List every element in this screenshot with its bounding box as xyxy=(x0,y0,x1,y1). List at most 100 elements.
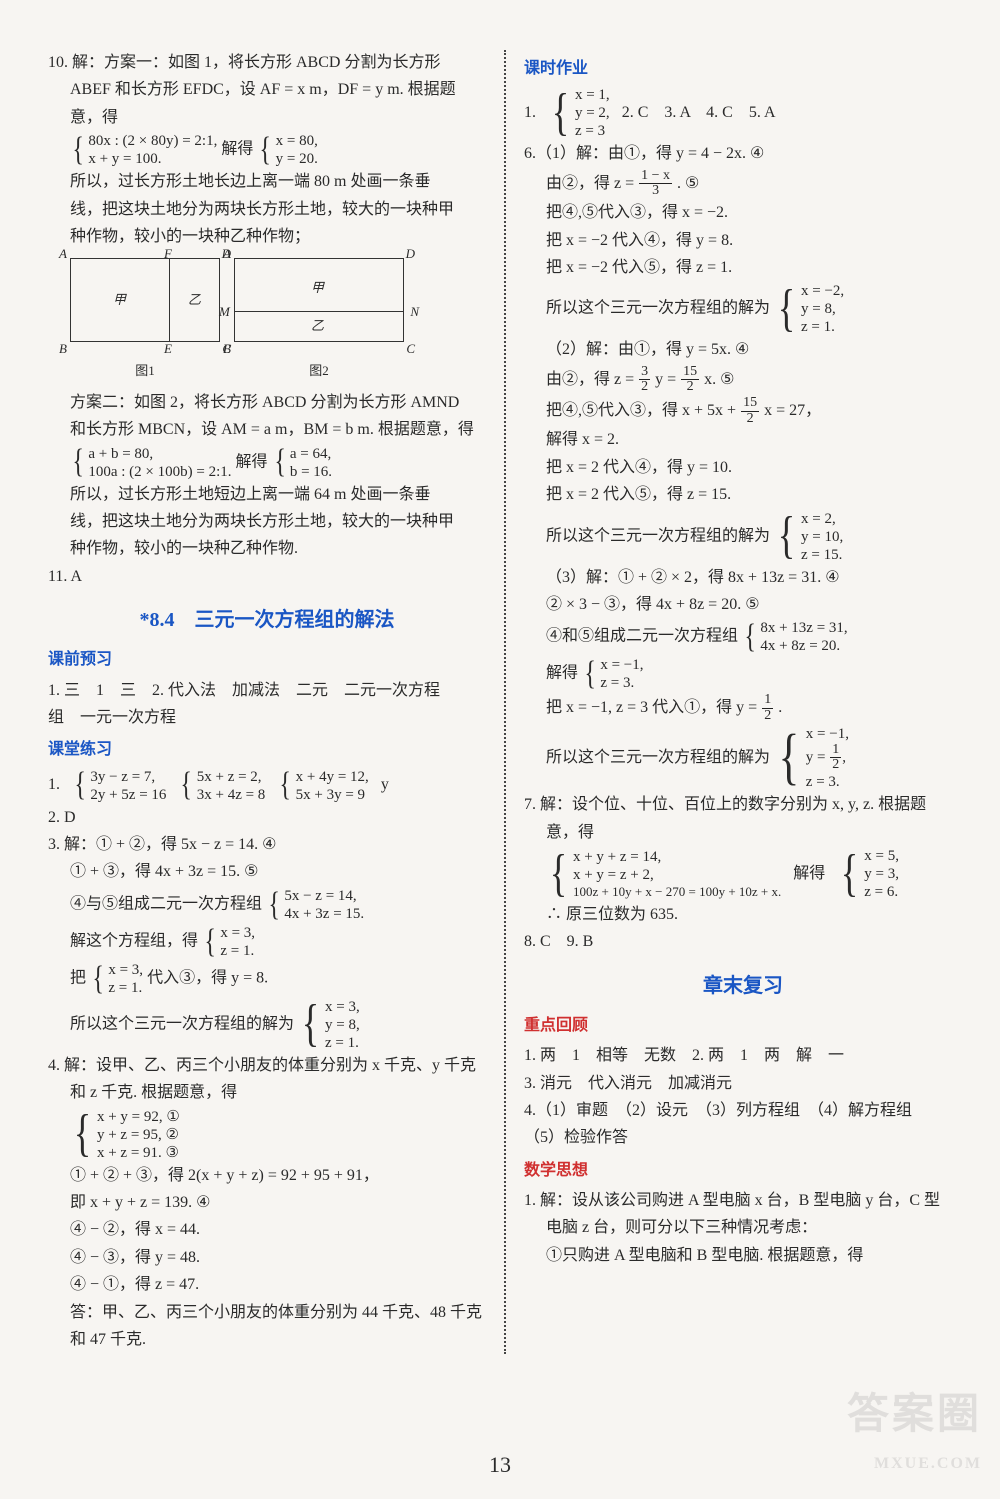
page-body: 10. 解：方案一：如图 1，将长方形 ABCD 分割为长方形 ABEF 和长方… xyxy=(48,50,962,1354)
c3-l5b: 代入③，得 y = 8. xyxy=(147,970,268,987)
q8-9: 8. C 9. B xyxy=(524,929,962,955)
c4-sys: {x + y = 92, ①y + z = 95, ②x + z = 91. ③ xyxy=(48,1108,486,1162)
q1b: y = 2, xyxy=(575,104,610,122)
q6ba: x = 2, xyxy=(801,510,843,528)
fig2-B: B xyxy=(223,338,231,359)
q6-1-l4: 把 x = −2 代入④，得 y = 8. xyxy=(524,228,962,254)
q7-l2: 意，得 xyxy=(524,820,962,846)
c3ab: y = 8, xyxy=(325,1016,360,1034)
f2n: 15 xyxy=(681,365,699,381)
q63sb: 4x + 8z = 20. xyxy=(760,637,847,655)
fig2-M: M xyxy=(219,301,230,322)
q62l2a: 由②，得 z = xyxy=(546,371,638,388)
q6ab: y = 8, xyxy=(801,300,844,318)
c3-l5: 把 {x = 3,z = 1. 代入③，得 y = 8. xyxy=(48,961,486,997)
q6cc: z = 3. xyxy=(806,773,849,791)
q6cbd: 2 xyxy=(830,758,841,773)
q6-3-l6: 所以这个三元一次方程组的解为 { x = −1, y = 12, z = 3. xyxy=(524,725,962,791)
q6fn: 1 − x xyxy=(639,169,672,185)
q6-1-l2: 由②，得 z = 1 − x3 . ⑤ xyxy=(524,169,962,199)
sol1a: x = 80, xyxy=(276,132,318,150)
q6l2b: . ⑤ xyxy=(677,175,699,192)
q6-2-l4: 解得 x = 2. xyxy=(524,427,962,453)
q7-ans: ∴ 原三位数为 635. xyxy=(524,902,962,928)
class-heading: 课堂练习 xyxy=(48,737,486,763)
c1: 1. {3y − z = 7,2y + 5z = 16 {5x + z = 2,… xyxy=(48,768,486,804)
q7rc: z = 6. xyxy=(864,883,899,901)
q10-m1: 方案二：如图 2，将长方形 ABCD 分割为长方形 AMND xyxy=(48,390,486,416)
c4-p1: ① + ② + ③，得 2(x + y + z) = 92 + 95 + 91， xyxy=(48,1163,486,1189)
c3sb: 4x + 3z = 15. xyxy=(284,905,364,923)
ms3: ①只购进 A 型电脑和 B 型电脑. 根据题意，得 xyxy=(524,1243,962,1269)
q62l3a: 把④,⑤代入③，得 x + 5x + xyxy=(546,402,740,419)
q63l5b: . xyxy=(778,699,782,716)
q6-1-head: 6.（1）解：由①，得 y = 4 − 2x. ④ xyxy=(524,141,962,167)
c4-head: 4. 解：设甲、乙、丙三个小朋友的体重分别为 x 千克、y 千克 xyxy=(48,1053,486,1079)
c4sa: x + y = 92, ① xyxy=(97,1108,180,1126)
q6-2-l7: 所以这个三元一次方程组的解为 {x = 2,y = 10,z = 15. xyxy=(524,510,962,564)
fig2-A: A xyxy=(223,243,231,264)
q63ra: x = −1, xyxy=(600,656,643,674)
homework-heading: 课时作业 xyxy=(524,56,962,82)
q6-3-l3: ④和⑤组成二元一次方程组 {8x + 13z = 31,4x + 8z = 20… xyxy=(524,619,962,655)
c3-l3a: ④与⑤组成二元一次方程组 xyxy=(70,896,262,913)
q63l4t: 解得 xyxy=(546,665,578,682)
fig1-E: E xyxy=(164,338,172,359)
c3-l4: 解这个方程组，得 {x = 3,z = 1. xyxy=(48,924,486,960)
sol2a: a = 64, xyxy=(290,445,332,463)
fig2-D: D xyxy=(406,243,415,264)
q63l6t: 所以这个三元一次方程组的解为 xyxy=(546,749,770,766)
c2: 2. D xyxy=(48,805,486,831)
q63sa: 8x + 13z = 31, xyxy=(760,619,847,637)
sys1b: x + y = 100. xyxy=(88,150,217,168)
c1s1b: 2y + 5z = 16 xyxy=(90,786,166,804)
sol1b: y = 20. xyxy=(276,150,318,168)
right-column: 课时作业 1. {x = 1,y = 2,z = 3 2. C 3. A 4. … xyxy=(524,50,962,1354)
q6l2a: 由②，得 z = xyxy=(546,175,638,192)
q6bc: z = 15. xyxy=(801,546,843,564)
fig2-caption: 图2 xyxy=(234,360,404,381)
q6-2-l3: 把④,⑤代入③，得 x + 5x + 152 x = 27， xyxy=(524,396,962,426)
q10-p6: 种作物，较小的一块种乙种作物. xyxy=(48,536,486,562)
page-number: 13 xyxy=(489,1447,511,1483)
c1s3b: 5x + 3y = 9 xyxy=(296,786,369,804)
q10-m2: 和长方形 MBCN，设 AM = a m，BM = b m. 根据题意，得 xyxy=(48,417,486,443)
c1-end: y xyxy=(381,772,389,798)
c3ac: z = 1. xyxy=(325,1034,360,1052)
q6cbb: , xyxy=(842,749,846,765)
figure-2: 甲 乙 A D M N B C 图2 xyxy=(234,258,404,381)
q6bb: y = 10, xyxy=(801,528,843,546)
kp3: 4.（1）审题 （2）设元 （3）列方程组 （4）解方程组 xyxy=(524,1098,962,1124)
review-title: 章末复习 xyxy=(524,970,962,1003)
c3-l6: 所以这个三元一次方程组的解为 {x = 3,y = 8,z = 1. xyxy=(48,998,486,1052)
q7jie: 解得 xyxy=(793,861,825,887)
q6ca: x = −1, xyxy=(806,725,849,743)
fig2-yi: 乙 xyxy=(311,315,324,336)
q11: 11. A xyxy=(48,564,486,590)
q1-n: 1. xyxy=(524,100,536,126)
c3rb: z = 1. xyxy=(220,942,255,960)
fig2-N: N xyxy=(410,301,419,322)
c3ra: x = 3, xyxy=(220,924,255,942)
c1s2b: 3x + 4z = 8 xyxy=(197,786,266,804)
sys2b: 100a : (2 × 100b) = 2:1. xyxy=(88,463,231,481)
q6-3-l4: 解得 {x = −1,z = 3. xyxy=(524,656,962,692)
q10-sys1: {80x : (2 × 80y) = 2:1,x + y = 100. 解得 {… xyxy=(48,132,486,168)
c4-p5: ④ − ①，得 z = 47. xyxy=(48,1272,486,1298)
q7rb: y = 3, xyxy=(864,865,899,883)
fig1-jia: 甲 xyxy=(113,289,126,310)
f3n: 15 xyxy=(741,396,759,412)
c4-p2: 即 x + y + z = 139. ④ xyxy=(48,1190,486,1216)
c4-p4: ④ − ③，得 y = 48. xyxy=(48,1245,486,1271)
c3-l6t: 所以这个三元一次方程组的解为 xyxy=(70,1016,294,1033)
r-q1: 1. {x = 1,y = 2,z = 3 2. C 3. A 4. C 5. … xyxy=(524,86,962,140)
mathsixiang-heading: 数学思想 xyxy=(524,1158,962,1184)
f1n: 3 xyxy=(639,365,650,381)
q63l3t: ④和⑤组成二元一次方程组 xyxy=(546,628,738,645)
keypoints-heading: 重点回顾 xyxy=(524,1013,962,1039)
q10-p1: 所以，过长方形土地长边上离一端 80 m 处画一条垂 xyxy=(48,169,486,195)
q62l3b: x = 27， xyxy=(764,402,821,419)
fig1-A: A xyxy=(59,243,67,264)
q10-l2: ABEF 和长方形 EFDC，设 AF = x m，DF = y m. 根据题 xyxy=(48,77,486,103)
c3-l4t: 解这个方程组，得 xyxy=(70,933,198,950)
